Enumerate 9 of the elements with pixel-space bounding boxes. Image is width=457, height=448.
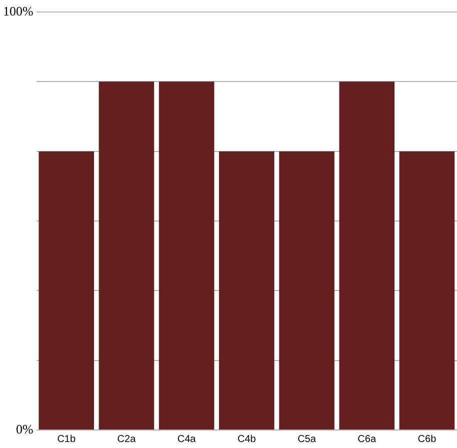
x-tick-label: C4a (177, 434, 196, 445)
x-tick-label: C1b (57, 434, 76, 445)
y-tick-label: 0% (16, 421, 34, 436)
x-tick-label: C6a (358, 434, 376, 445)
x-tick-label: C5a (298, 434, 316, 445)
x-tick-label: C2a (117, 434, 136, 445)
x-tick-label: C4b (237, 434, 256, 445)
x-tick-label: C6b (418, 434, 437, 445)
y-tick-label: 100% (2, 3, 34, 18)
